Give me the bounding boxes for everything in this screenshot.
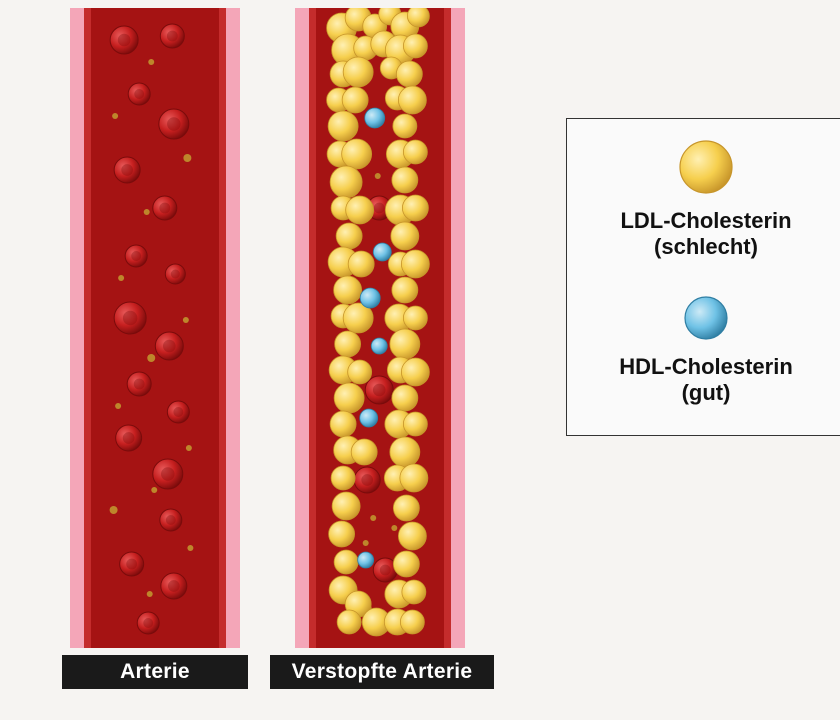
label-healthy-text: Arterie: [120, 660, 190, 684]
legend-hdl-text: HDL-Cholesterin (gut): [567, 354, 840, 406]
legend-item-ldl: LDL-Cholesterin (schlecht): [567, 139, 840, 260]
legend-ldl-text: LDL-Cholesterin (schlecht): [567, 208, 840, 260]
artery-healthy: [70, 8, 240, 648]
artery-clogged: [295, 8, 465, 648]
label-clogged: Verstopfte Arterie: [270, 655, 494, 689]
hdl-swatch-icon: [567, 295, 840, 346]
legend-box: LDL-Cholesterin (schlecht) HDL-Cholester…: [566, 118, 840, 436]
diagram-stage: Arterie Verstopfte Arterie LDL-Cholester…: [0, 0, 840, 720]
label-healthy: Arterie: [62, 655, 248, 689]
label-clogged-text: Verstopfte Arterie: [292, 660, 473, 684]
ldl-swatch-icon: [567, 139, 840, 200]
legend-item-hdl: HDL-Cholesterin (gut): [567, 295, 840, 406]
